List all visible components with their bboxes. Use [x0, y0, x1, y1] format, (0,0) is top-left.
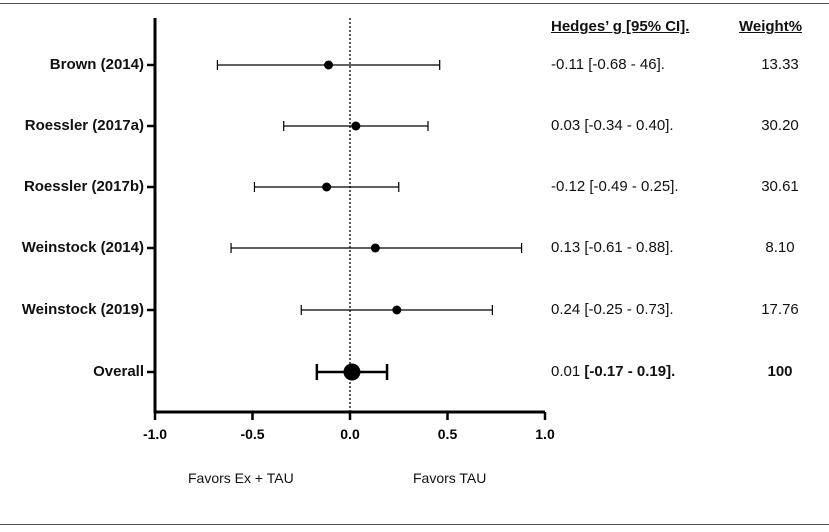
top-rule	[0, 3, 829, 4]
bottom-rule	[0, 524, 829, 525]
study-estimate: 0.13 [-0.61 - 0.88].	[551, 239, 674, 256]
overall-point	[343, 363, 361, 381]
study-label: Weinstock (2014)	[21, 239, 144, 256]
x-tick-label: -0.5	[240, 426, 264, 442]
x-tick-label: 0.5	[438, 426, 458, 442]
study-estimate: 0.03 [-0.34 - 0.40].	[551, 117, 674, 134]
overall-weight: 100	[767, 363, 793, 380]
study-weight: 17.76	[761, 301, 799, 318]
study-point	[392, 305, 402, 315]
study-estimate: -0.11 [-0.68 - 46].	[551, 56, 665, 73]
study-point	[370, 243, 380, 253]
study-point	[351, 121, 361, 131]
weight-header: Weight%	[739, 18, 803, 35]
overall-estimate-value: 0.01	[551, 363, 585, 380]
x-tick-label: -1.0	[143, 426, 167, 442]
x-tick-label: 1.0	[535, 426, 555, 442]
study-weight: 8.10	[765, 239, 795, 256]
study-point	[324, 60, 334, 70]
study-label: Weinstock (2019)	[21, 301, 144, 318]
study-estimate: -0.12 [-0.49 - 0.25].	[551, 178, 679, 195]
favors-right-label: Favors TAU	[413, 470, 487, 486]
overall-label: Overall	[93, 363, 144, 380]
study-weight: 30.20	[761, 117, 799, 134]
study-weight: 13.33	[761, 56, 799, 73]
study-label: Brown (2014)	[49, 56, 144, 73]
favors-left-label: Favors Ex + TAU	[188, 470, 294, 486]
study-estimate: 0.24 [-0.25 - 0.73].	[551, 301, 674, 318]
estimate-header: Hedges’ g [95% CI].	[551, 18, 690, 35]
study-weight: 30.61	[761, 178, 799, 195]
overall-estimate: 0.01 [-0.17 - 0.19].	[551, 363, 675, 380]
x-tick-label: 0.0	[340, 426, 360, 442]
study-label: Roessler (2017a)	[24, 117, 144, 134]
overall-estimate-ci: [-0.17 - 0.19].	[584, 363, 676, 380]
study-label: Roessler (2017b)	[23, 178, 144, 195]
study-point	[322, 182, 332, 192]
